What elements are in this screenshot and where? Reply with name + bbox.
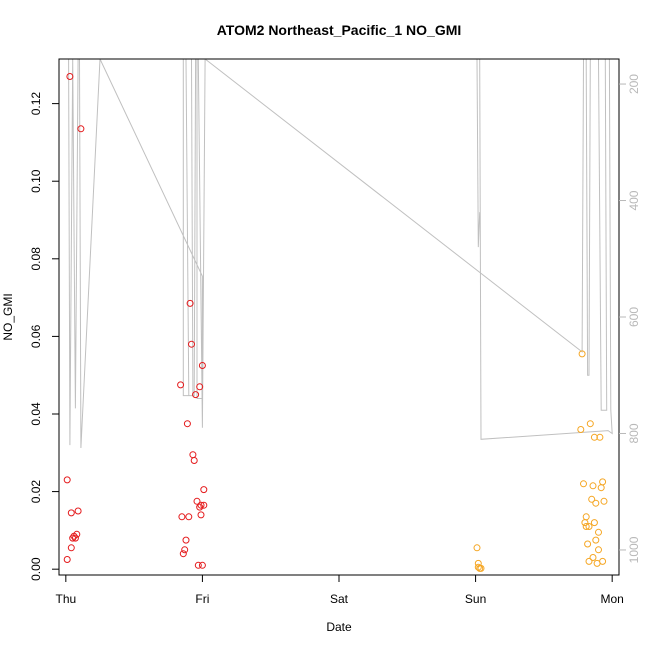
data-point-s1-9 xyxy=(582,513,590,521)
data-point-s1-13 xyxy=(586,420,594,428)
y-tick-label-2: 0.04 xyxy=(29,402,43,426)
y2-tick-label-4: 1000 xyxy=(627,536,641,563)
y-axis-label: NO_GMI xyxy=(1,293,15,340)
y-tick-label-5: 0.10 xyxy=(29,169,43,193)
y2-tick-label-0: 200 xyxy=(627,74,641,94)
data-point-s1-24 xyxy=(595,546,602,554)
data-point-s0-10 xyxy=(63,556,71,563)
data-point-s0-16 xyxy=(185,513,193,521)
data-point-s0-21 xyxy=(190,457,198,464)
data-point-s0-15 xyxy=(182,536,190,544)
data-point-s1-28 xyxy=(600,497,608,505)
data-point-s1-27 xyxy=(599,478,607,486)
y-tick-label-1: 0.02 xyxy=(29,480,43,504)
data-point-s0-24 xyxy=(194,561,202,569)
data-point-s0-30 xyxy=(200,501,208,509)
data-point-s0-14 xyxy=(181,546,189,554)
data-point-s1-12 xyxy=(585,523,593,530)
x-tick-label-2: Sat xyxy=(330,592,349,606)
data-point-s1-6 xyxy=(577,426,585,433)
data-point-s0-32 xyxy=(200,486,208,494)
data-point-s1-14 xyxy=(585,557,593,565)
x-tick-label-3: Sun xyxy=(465,592,486,606)
data-point-s0-8 xyxy=(69,534,77,542)
y-tick-label-0: 0.00 xyxy=(29,557,43,581)
x-tick-label-0: Thu xyxy=(55,592,76,606)
data-point-s0-11 xyxy=(177,381,185,389)
data-point-s1-4 xyxy=(477,564,485,572)
data-point-s0-31 xyxy=(198,362,206,369)
data-point-s1-29 xyxy=(599,557,607,565)
data-point-s0-18 xyxy=(186,299,194,307)
y2-tick-label-2: 600 xyxy=(627,307,641,327)
y2-tick-label-1: 400 xyxy=(627,190,641,210)
data-point-s1-17 xyxy=(589,554,597,561)
data-point-s0-29 xyxy=(198,561,206,569)
data-point-s1-15 xyxy=(588,495,596,503)
plot-layer: Thu Fri Sat Sun Mon 0.00 0.02 0.04 0.06 0.08 0.10 0… xyxy=(29,58,641,606)
pressure-series-line xyxy=(65,59,613,449)
x-tick-label-4: Mon xyxy=(600,592,623,606)
data-point-s0-12 xyxy=(178,513,186,521)
y2-tick-label-3: 800 xyxy=(627,423,641,443)
data-point-s0-3 xyxy=(67,509,75,517)
data-point-s0-27 xyxy=(196,503,204,511)
data-point-s0-1 xyxy=(77,125,85,133)
data-point-s0-25 xyxy=(196,383,204,391)
data-point-s0-28 xyxy=(197,511,205,519)
chart-title: ATOM2 Northeast_Pacific_1 NO_GMI xyxy=(217,22,462,38)
data-point-s0-4 xyxy=(74,507,82,515)
data-point-s1-10 xyxy=(582,523,590,530)
data-point-s0-26 xyxy=(197,501,205,509)
x-axis-label: Date xyxy=(326,620,352,634)
data-point-s0-13 xyxy=(179,550,187,558)
y-tick-label-6: 0.12 xyxy=(29,92,43,116)
data-point-s1-0 xyxy=(473,544,481,552)
data-point-s0-22 xyxy=(192,391,200,399)
data-point-s1-25 xyxy=(596,433,604,441)
data-point-s0-9 xyxy=(67,544,75,552)
y-tick-label-3: 0.06 xyxy=(29,324,43,348)
x-tick-label-1: Fri xyxy=(195,592,209,606)
y-tick-label-4: 0.08 xyxy=(29,247,43,271)
data-point-s0-6 xyxy=(73,530,81,538)
data-point-s1-23 xyxy=(595,528,602,536)
data-point-s0-0 xyxy=(66,73,74,80)
data-point-s0-17 xyxy=(183,420,191,428)
data-point-s1-5 xyxy=(578,350,586,358)
data-point-s0-7 xyxy=(71,534,79,542)
data-point-s1-19 xyxy=(590,519,598,527)
data-point-s1-7 xyxy=(580,480,587,488)
data-point-s0-2 xyxy=(63,476,71,484)
data-point-s0-23 xyxy=(193,497,201,505)
data-point-s1-16 xyxy=(589,482,597,490)
data-point-s1-20 xyxy=(592,499,600,507)
data-point-s0-19 xyxy=(188,340,195,348)
data-point-s1-21 xyxy=(592,536,600,544)
data-point-s1-11 xyxy=(584,540,592,548)
